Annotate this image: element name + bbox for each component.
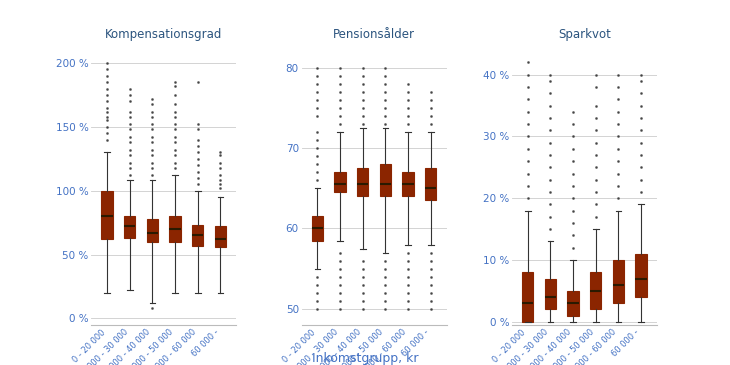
PathPatch shape <box>124 216 136 238</box>
PathPatch shape <box>402 172 414 196</box>
Text: Inkomstgrupp, kr: Inkomstgrupp, kr <box>312 352 418 365</box>
Title: Pensionsålder: Pensionsålder <box>333 28 415 41</box>
PathPatch shape <box>522 272 534 322</box>
PathPatch shape <box>215 226 226 247</box>
PathPatch shape <box>590 272 602 310</box>
PathPatch shape <box>612 260 624 303</box>
PathPatch shape <box>101 191 112 239</box>
PathPatch shape <box>147 219 158 242</box>
PathPatch shape <box>169 216 181 242</box>
PathPatch shape <box>312 216 323 241</box>
PathPatch shape <box>567 291 579 316</box>
Title: Sparkvot: Sparkvot <box>558 28 611 41</box>
PathPatch shape <box>545 278 556 310</box>
PathPatch shape <box>334 172 346 192</box>
PathPatch shape <box>636 254 647 297</box>
PathPatch shape <box>425 168 437 200</box>
PathPatch shape <box>380 164 391 196</box>
PathPatch shape <box>192 225 204 246</box>
Title: Kompensationsgrad: Kompensationsgrad <box>105 28 223 41</box>
PathPatch shape <box>357 168 369 196</box>
